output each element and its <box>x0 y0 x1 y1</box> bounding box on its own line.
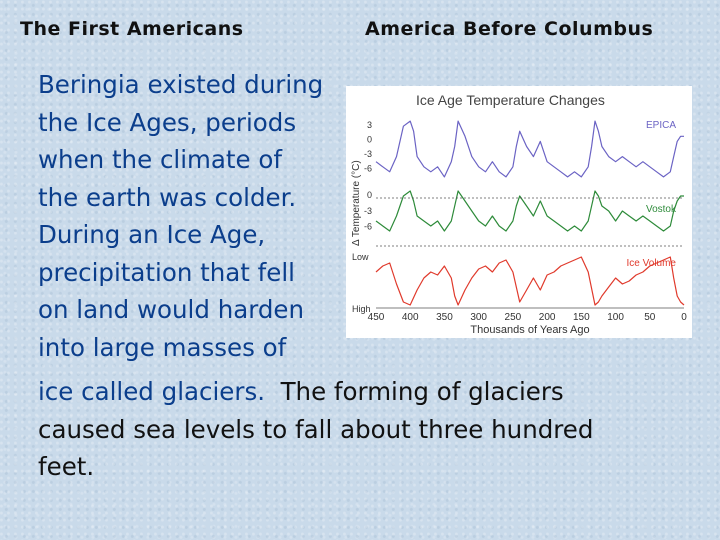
series-label: Ice Volume <box>627 258 677 269</box>
y-tick-label: 3 <box>367 120 372 130</box>
series-label: Vostok <box>646 204 677 215</box>
y-tick-label: Low <box>352 252 369 262</box>
body-continuation: ice called glaciers. The forming of glac… <box>38 373 708 486</box>
y-tick-label: -6 <box>364 164 372 174</box>
x-tick-label: 150 <box>573 312 590 323</box>
continuation-lines: caused sea levels to fall about three hu… <box>38 411 708 486</box>
y-tick-label: -3 <box>364 149 372 159</box>
x-axis-label: Thousands of Years Ago <box>470 324 589 336</box>
y-tick-label: -6 <box>364 222 372 232</box>
temperature-chart: Ice Age Temperature Changes Δ Temperature… <box>346 86 692 338</box>
x-tick-label: 450 <box>368 312 385 323</box>
continuation-line-1: ice called glaciers. The forming of glac… <box>38 373 708 411</box>
header-left-title: The First Americans <box>20 18 244 40</box>
continuation-black-text: The forming of glaciers <box>280 377 564 406</box>
y-tick-label: High <box>352 304 371 314</box>
paragraph-line: into large masses of <box>38 332 287 362</box>
chart-svg: Ice Age Temperature Changes Δ Temperature… <box>351 92 687 336</box>
continuation-blue-text: ice called glaciers. <box>38 377 265 406</box>
x-tick-label: 50 <box>644 312 656 323</box>
continuation-line: caused sea levels to fall about three hu… <box>38 414 594 444</box>
series-line-2 <box>375 256 685 306</box>
paragraph-line: the earth was colder. <box>38 182 297 212</box>
y-tick-label: 0 <box>367 190 372 200</box>
x-tick-label: 200 <box>539 312 556 323</box>
x-tick-label: 0 <box>681 312 687 323</box>
series-line-1 <box>375 190 684 232</box>
x-tick-label: 350 <box>436 312 453 323</box>
y-axis-label: Δ Temperature (°C) <box>351 160 362 246</box>
y-tick-label: -3 <box>364 206 372 216</box>
header-right-title: America Before Columbus <box>365 18 654 40</box>
paragraph-line: the Ice Ages, periods <box>38 107 297 137</box>
paragraph-line: Beringia existed during <box>38 70 324 99</box>
series-label: EPICA <box>646 120 676 131</box>
x-tick-label: 250 <box>505 312 522 323</box>
x-tick-label: 400 <box>402 312 419 323</box>
x-tick-label: 300 <box>470 312 487 323</box>
paragraph-line: on land would harden <box>38 295 305 324</box>
x-tick-label: 100 <box>607 312 624 323</box>
paragraph-line: precipitation that fell <box>38 257 295 287</box>
continuation-line: feet. <box>38 452 95 481</box>
y-tick-label: 0 <box>367 135 372 145</box>
series-line-0 <box>375 120 684 178</box>
body-paragraph: Beringia existed during the Ice Ages, per… <box>38 66 348 366</box>
paragraph-line: when the climate of <box>38 145 282 174</box>
chart-title: Ice Age Temperature Changes <box>416 92 605 108</box>
paragraph-line: During an Ice Age, <box>38 220 266 249</box>
